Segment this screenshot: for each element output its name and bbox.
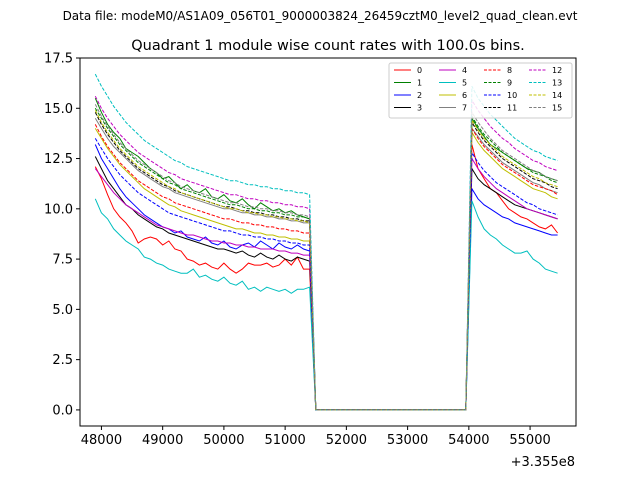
legend-label-14: 14 xyxy=(552,91,562,100)
x-tick-label: 48000 xyxy=(81,433,122,448)
series-line-14 xyxy=(94,110,558,411)
y-tick-label: 17.5 xyxy=(44,52,73,67)
legend-label-6: 6 xyxy=(462,91,467,100)
series-group xyxy=(94,73,558,411)
legend-label-13: 13 xyxy=(552,79,562,88)
x-tick-label: 53000 xyxy=(387,433,428,448)
series-line-6 xyxy=(94,128,558,411)
y-axis: 0.0 2.5 5.0 7.5 10.0 12.5 15.0 17.5 xyxy=(44,52,80,418)
legend-label-12: 12 xyxy=(552,66,562,75)
x-tick-label: 52000 xyxy=(326,433,367,448)
series-line-3 xyxy=(94,156,558,411)
legend-label-4: 4 xyxy=(462,66,467,75)
series-line-15 xyxy=(94,104,558,411)
y-tick-label: 12.5 xyxy=(44,152,73,167)
legend-label-8: 8 xyxy=(507,66,512,75)
legend-label-3: 3 xyxy=(417,104,422,113)
legend-label-0: 0 xyxy=(417,66,422,75)
y-tick-label: 0.0 xyxy=(52,403,73,418)
legend-label-2: 2 xyxy=(417,91,422,100)
series-line-7 xyxy=(94,118,558,411)
y-tick-label: 5.0 xyxy=(52,303,73,318)
series-line-13 xyxy=(94,73,558,411)
chart-title: Quadrant 1 module wise count rates with … xyxy=(131,38,525,54)
y-tick-label: 15.0 xyxy=(44,102,73,117)
series-line-4 xyxy=(94,156,558,411)
series-line-8 xyxy=(94,124,558,411)
series-line-11 xyxy=(94,112,558,411)
legend-label-7: 7 xyxy=(462,104,467,113)
legend-label-15: 15 xyxy=(552,104,562,113)
series-line-12 xyxy=(94,95,558,411)
series-line-9 xyxy=(94,108,558,411)
x-tick-label: 49000 xyxy=(142,433,183,448)
legend-label-10: 10 xyxy=(507,91,517,100)
legend-label-1: 1 xyxy=(417,79,422,88)
legend-label-11: 11 xyxy=(507,104,517,113)
x-offset-label: +3.355e8 xyxy=(511,455,575,470)
series-line-0 xyxy=(94,144,558,411)
y-tick-label: 7.5 xyxy=(52,253,73,268)
series-line-10 xyxy=(94,138,558,411)
x-axis: 48000 49000 50000 51000 52000 53000 54000 55000 xyxy=(81,426,551,448)
x-tick-label: 50000 xyxy=(203,433,244,448)
y-tick-label: 10.0 xyxy=(44,202,73,217)
y-tick-label: 2.5 xyxy=(52,353,73,368)
legend-label-5: 5 xyxy=(462,79,467,88)
x-tick-label: 54000 xyxy=(448,433,489,448)
legend-label-9: 9 xyxy=(507,79,512,88)
legend-frame xyxy=(388,62,573,119)
x-tick-label: 51000 xyxy=(264,433,305,448)
plot-frame xyxy=(79,57,577,427)
suptitle: Data file: modeM0/AS1A09_056T01_90000038… xyxy=(63,9,578,23)
series-line-5 xyxy=(94,198,558,411)
x-tick-label: 55000 xyxy=(509,433,550,448)
